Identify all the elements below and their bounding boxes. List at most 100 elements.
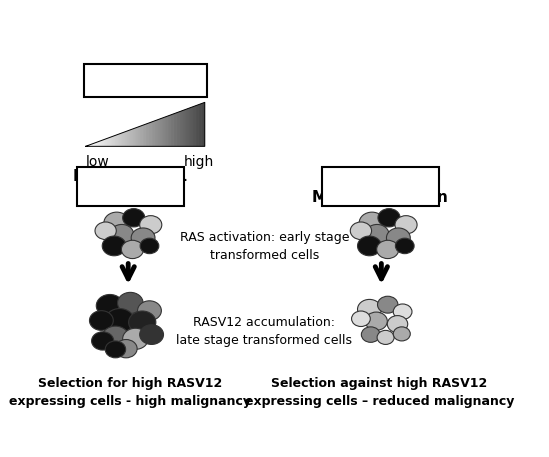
Polygon shape [120,133,121,146]
Polygon shape [154,121,155,146]
Circle shape [377,330,394,345]
Circle shape [350,222,372,239]
Polygon shape [186,109,187,146]
Polygon shape [137,127,138,146]
Circle shape [393,327,410,341]
Polygon shape [87,145,88,146]
Polygon shape [128,130,129,146]
Polygon shape [129,130,130,146]
Polygon shape [200,104,201,146]
Polygon shape [99,141,100,146]
Polygon shape [159,119,160,146]
Text: low: low [86,155,109,169]
Polygon shape [174,113,175,146]
Circle shape [138,301,161,320]
Polygon shape [140,126,141,146]
Text: Robust MTH1
expression: Robust MTH1 expression [73,169,188,205]
Polygon shape [168,116,169,146]
Polygon shape [170,115,171,146]
Circle shape [365,312,387,330]
Polygon shape [176,113,177,146]
Polygon shape [161,118,162,146]
Polygon shape [100,141,101,146]
Polygon shape [163,117,164,146]
Polygon shape [95,143,96,146]
Polygon shape [106,138,107,146]
Circle shape [122,328,148,349]
Circle shape [386,228,410,248]
Polygon shape [162,118,163,146]
Polygon shape [111,137,112,146]
Polygon shape [150,122,151,146]
Polygon shape [142,125,143,146]
Polygon shape [165,117,166,146]
Polygon shape [127,131,128,146]
Polygon shape [181,111,182,146]
Polygon shape [102,140,103,146]
Polygon shape [118,134,119,146]
Polygon shape [156,120,157,146]
Polygon shape [203,103,204,146]
Circle shape [104,212,130,233]
Circle shape [378,296,398,313]
Polygon shape [103,140,104,146]
Polygon shape [96,143,97,146]
Polygon shape [109,137,110,146]
Polygon shape [152,122,153,146]
Polygon shape [180,112,181,146]
Polygon shape [104,139,105,146]
Polygon shape [145,124,146,146]
Circle shape [139,216,162,234]
Circle shape [110,224,134,244]
Polygon shape [184,110,185,146]
Polygon shape [171,114,172,146]
Polygon shape [204,102,205,146]
Text: Low MTH1,
MTH1 inhibition: Low MTH1, MTH1 inhibition [312,169,448,205]
Text: Selection against high RASV12
expressing cells – reduced malignancy: Selection against high RASV12 expressing… [244,377,514,408]
Polygon shape [132,129,133,146]
Polygon shape [138,127,139,146]
Polygon shape [89,145,90,146]
Polygon shape [122,133,123,146]
Polygon shape [113,136,114,146]
Polygon shape [185,109,186,146]
Polygon shape [199,104,200,146]
Polygon shape [119,134,120,146]
Polygon shape [201,103,202,146]
Polygon shape [149,122,150,146]
Polygon shape [133,128,134,146]
Polygon shape [192,107,193,146]
Polygon shape [153,121,154,146]
Circle shape [395,216,417,234]
Polygon shape [198,105,199,146]
Polygon shape [126,131,127,146]
Circle shape [102,326,129,349]
FancyBboxPatch shape [77,167,183,206]
Polygon shape [179,112,180,146]
Polygon shape [144,124,145,146]
Polygon shape [160,119,161,146]
Polygon shape [117,134,118,146]
Polygon shape [188,108,189,146]
Polygon shape [116,135,117,146]
Circle shape [139,325,164,345]
Polygon shape [177,112,178,146]
Circle shape [95,222,116,239]
Polygon shape [139,126,140,146]
Text: RAS activation: early stage
transformed cells: RAS activation: early stage transformed … [180,231,349,262]
Polygon shape [157,120,158,146]
Polygon shape [169,115,170,146]
Polygon shape [148,123,149,146]
Polygon shape [196,106,197,146]
Circle shape [102,236,126,256]
Polygon shape [112,137,113,146]
Polygon shape [141,126,142,146]
Polygon shape [187,109,188,146]
Circle shape [89,311,113,330]
Polygon shape [135,128,136,146]
Polygon shape [191,107,192,146]
Polygon shape [173,114,174,146]
Circle shape [359,212,385,233]
Polygon shape [125,132,126,146]
Polygon shape [88,145,89,146]
